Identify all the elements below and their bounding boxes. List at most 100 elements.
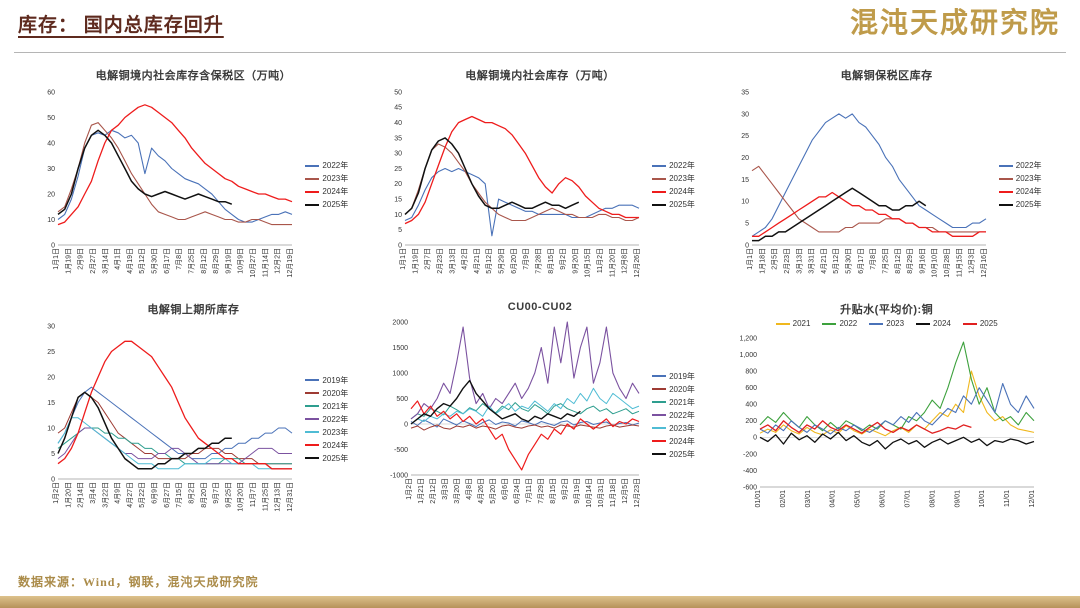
legend-item: 2020年 bbox=[305, 388, 348, 399]
legend-item: 2023年 bbox=[305, 173, 348, 184]
svg-text:12/01: 12/01 bbox=[1029, 490, 1036, 508]
legend-swatch bbox=[652, 414, 667, 416]
svg-text:11月20日: 11月20日 bbox=[608, 248, 616, 277]
svg-text:0: 0 bbox=[398, 242, 402, 249]
line-chart: 0 10 20 30 40 50 60 1月1日 1月19日 2月9日 2月27日 3月14日 4月1日… bbox=[48, 89, 295, 277]
svg-text:-1000: -1000 bbox=[390, 472, 408, 479]
legend-swatch bbox=[305, 177, 320, 180]
svg-text:6月17日: 6月17日 bbox=[857, 248, 865, 274]
svg-text:3月14日: 3月14日 bbox=[102, 248, 110, 274]
legend-item: 2024年 bbox=[305, 186, 348, 197]
svg-text:15: 15 bbox=[741, 177, 749, 184]
svg-text:11月15日: 11月15日 bbox=[955, 248, 963, 277]
svg-text:3月4日: 3月4日 bbox=[89, 482, 97, 504]
svg-text:20: 20 bbox=[741, 155, 749, 162]
legend-item: 2025年 bbox=[305, 453, 348, 464]
legend-swatch bbox=[652, 164, 667, 167]
svg-text:10月14日: 10月14日 bbox=[585, 478, 593, 508]
svg-text:5: 5 bbox=[52, 451, 56, 458]
svg-text:11月25日: 11月25日 bbox=[262, 482, 270, 511]
svg-text:15: 15 bbox=[394, 197, 402, 204]
svg-text:4月21日: 4月21日 bbox=[473, 248, 481, 274]
legend-label: 2022年 bbox=[1015, 161, 1042, 170]
legend-label: 2023年 bbox=[669, 174, 695, 183]
line-chart: 0 5 10 15 20 25 30 35 1月1日 1月18日 2月5日 2月23日 3月13日 3月3… bbox=[741, 89, 988, 278]
legend-label: 2019年 bbox=[669, 371, 695, 381]
svg-text:9月19日: 9月19日 bbox=[225, 248, 233, 274]
svg-text:7月8日: 7月8日 bbox=[176, 248, 184, 270]
svg-text:3月22日: 3月22日 bbox=[102, 482, 110, 508]
chart-title: 升贴水(平均价):铜 bbox=[840, 304, 934, 316]
chart-shfe-inventory: 电解铜上期所库存 0 5 10 15 20 25 30 1月2日 1月20日 2月14日 3月4日 3… bbox=[20, 301, 367, 527]
legend-label: 2025年 bbox=[322, 200, 349, 209]
legend-label: 2024 bbox=[933, 319, 951, 328]
svg-text:800: 800 bbox=[745, 369, 757, 376]
legend-item: 2021 bbox=[775, 319, 811, 328]
svg-text:2月9日: 2月9日 bbox=[77, 248, 85, 270]
legend-label: 2023年 bbox=[322, 427, 349, 437]
legend-swatch bbox=[652, 440, 667, 442]
svg-text:02/01: 02/01 bbox=[780, 490, 787, 508]
svg-text:7月11日: 7月11日 bbox=[525, 478, 533, 503]
legend-swatch bbox=[305, 164, 320, 167]
svg-text:10月28日: 10月28日 bbox=[943, 248, 951, 278]
legend-item: 2025年 bbox=[652, 449, 695, 460]
svg-text:9月7日: 9月7日 bbox=[213, 482, 221, 504]
legend-item: 2022年 bbox=[998, 160, 1042, 171]
legend-label: 2021 bbox=[792, 319, 811, 328]
svg-text:60: 60 bbox=[48, 89, 56, 96]
legend-label: 2023年 bbox=[669, 423, 695, 433]
svg-text:5月12日: 5月12日 bbox=[139, 248, 147, 274]
chart-bonded-zone-inventory: 电解铜保税区库存 0 5 10 15 20 25 30 35 1月1日 1月18日 2月5日 2月23… bbox=[713, 67, 1060, 285]
legend-label: 2022年 bbox=[669, 410, 695, 420]
legend-swatch bbox=[652, 401, 667, 403]
legend-swatch bbox=[775, 322, 790, 325]
svg-text:4月26日: 4月26日 bbox=[477, 478, 485, 504]
legend-swatch bbox=[652, 375, 667, 377]
legend-label: 2025年 bbox=[669, 449, 695, 459]
svg-text:5: 5 bbox=[398, 227, 402, 234]
svg-text:2000: 2000 bbox=[393, 319, 409, 326]
svg-text:1月21日: 1月21日 bbox=[417, 478, 425, 504]
svg-text:10: 10 bbox=[48, 425, 56, 432]
legend-label: 2025年 bbox=[322, 453, 349, 463]
svg-text:8月29日: 8月29日 bbox=[906, 248, 914, 274]
svg-text:35: 35 bbox=[394, 135, 402, 142]
legend-swatch bbox=[998, 190, 1013, 193]
svg-text:4月21日: 4月21日 bbox=[820, 248, 828, 274]
svg-text:6月17日: 6月17日 bbox=[163, 248, 171, 274]
svg-text:8月20日: 8月20日 bbox=[200, 482, 208, 508]
svg-text:5月29日: 5月29日 bbox=[498, 248, 506, 274]
svg-text:500: 500 bbox=[396, 396, 408, 403]
svg-text:12月5日: 12月5日 bbox=[621, 478, 629, 504]
legend-swatch bbox=[652, 453, 667, 455]
legend-label: 2024年 bbox=[669, 187, 695, 196]
legend-label: 2020年 bbox=[669, 384, 695, 394]
chart-legend: 2022年 2023年 2024年 2025年 bbox=[305, 160, 348, 210]
legend-item: 2019年 bbox=[305, 375, 348, 386]
svg-text:6月20日: 6月20日 bbox=[510, 248, 518, 274]
svg-text:-500: -500 bbox=[394, 447, 408, 454]
svg-text:9月2日: 9月2日 bbox=[559, 248, 567, 270]
svg-text:20: 20 bbox=[48, 374, 56, 381]
chart-legend: 2021 2022 2023 2024 2025 bbox=[775, 319, 998, 328]
legend-label: 2022年 bbox=[322, 161, 349, 170]
legend-item: 2022年 bbox=[305, 414, 348, 425]
legend-swatch bbox=[652, 427, 667, 429]
svg-text:1月19日: 1月19日 bbox=[411, 248, 419, 274]
legend-item: 2022年 bbox=[652, 410, 695, 421]
svg-text:12月31日: 12月31日 bbox=[286, 482, 294, 512]
svg-text:1月2日: 1月2日 bbox=[405, 478, 413, 500]
svg-text:1月19日: 1月19日 bbox=[65, 248, 73, 274]
data-source: 数据来源：Wind，钢联，混沌天成研究院 bbox=[18, 575, 259, 589]
legend-item: 2022年 bbox=[305, 160, 348, 171]
svg-text:5: 5 bbox=[745, 221, 749, 228]
svg-text:30: 30 bbox=[741, 111, 749, 118]
svg-text:0: 0 bbox=[404, 421, 408, 428]
svg-text:30: 30 bbox=[48, 166, 56, 173]
svg-text:30: 30 bbox=[394, 151, 402, 158]
legend-item: 2020年 bbox=[652, 384, 695, 395]
legend-item: 2023年 bbox=[652, 423, 695, 434]
legend-label: 2023年 bbox=[322, 174, 349, 183]
legend-item: 2024 bbox=[916, 319, 951, 328]
